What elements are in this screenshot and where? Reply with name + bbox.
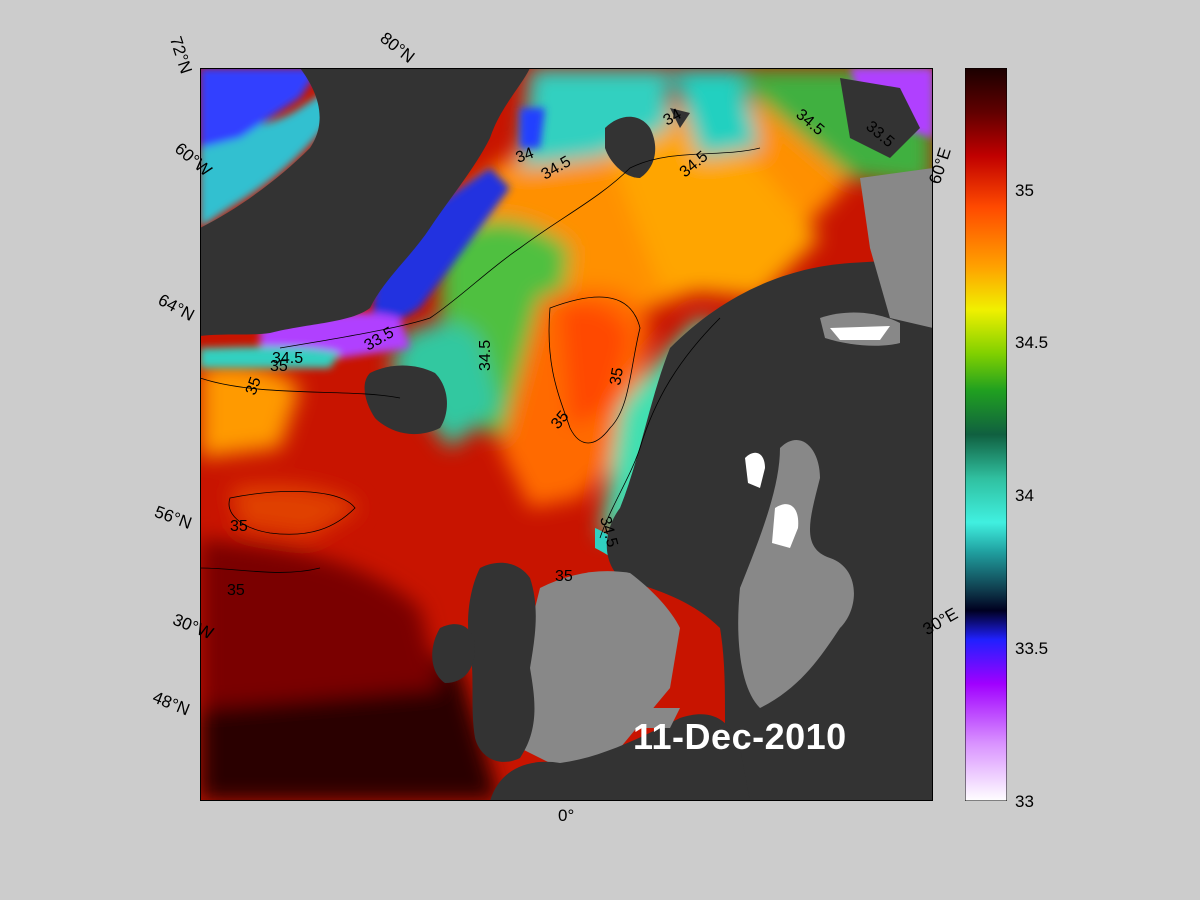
contour-label: 34 <box>661 106 685 130</box>
colorbar-tick: 34 <box>1015 486 1034 505</box>
date-label: 11-Dec-2010 <box>633 716 847 757</box>
colorbar-tick: 34.5 <box>1015 333 1049 352</box>
iceland-landmass <box>364 365 447 435</box>
map-frame <box>200 68 933 801</box>
contour-label: 34.5 <box>477 340 494 371</box>
contour-35-line <box>548 296 641 444</box>
baltic-sea <box>738 439 854 708</box>
contour-label: 35 <box>607 366 627 387</box>
greenland-landmass <box>200 68 530 336</box>
colorbar-tick: 33 <box>1015 792 1034 811</box>
contour-label: 35 <box>227 582 245 599</box>
contour-label: 34.5 <box>272 350 303 367</box>
contour-34-5-line <box>279 147 761 349</box>
europe-mainland <box>490 714 750 801</box>
contour-35-line <box>200 567 321 573</box>
contour-label: 35 <box>270 358 288 375</box>
british-isles-landmass <box>468 562 536 762</box>
colorbar-tick: 33.5 <box>1015 639 1049 658</box>
lat-label-80n: 80°N <box>376 28 419 67</box>
contour-label: 34 <box>514 145 537 167</box>
colorbar-tick: 35 <box>1015 181 1034 200</box>
lat-label-64n: 64°N <box>154 290 198 325</box>
colorbar <box>965 68 1007 801</box>
lat-label-72n: 72°N <box>165 34 196 76</box>
contour-label: 35 <box>230 518 248 535</box>
contour-label: 35 <box>555 568 573 585</box>
contour-35-line <box>228 491 356 535</box>
contour-label: 35 <box>243 375 265 398</box>
contour-35-line <box>200 377 401 399</box>
salinity-map: 34 34.5 34 34.5 34.5 33.5 34.5 33.5 34.5… <box>200 68 933 801</box>
lon-label-0: 0° <box>558 806 575 825</box>
lat-label-56n: 56°N <box>152 502 195 533</box>
contour-34-5-line <box>599 317 721 539</box>
lat-label-48n: 48°N <box>150 687 193 720</box>
